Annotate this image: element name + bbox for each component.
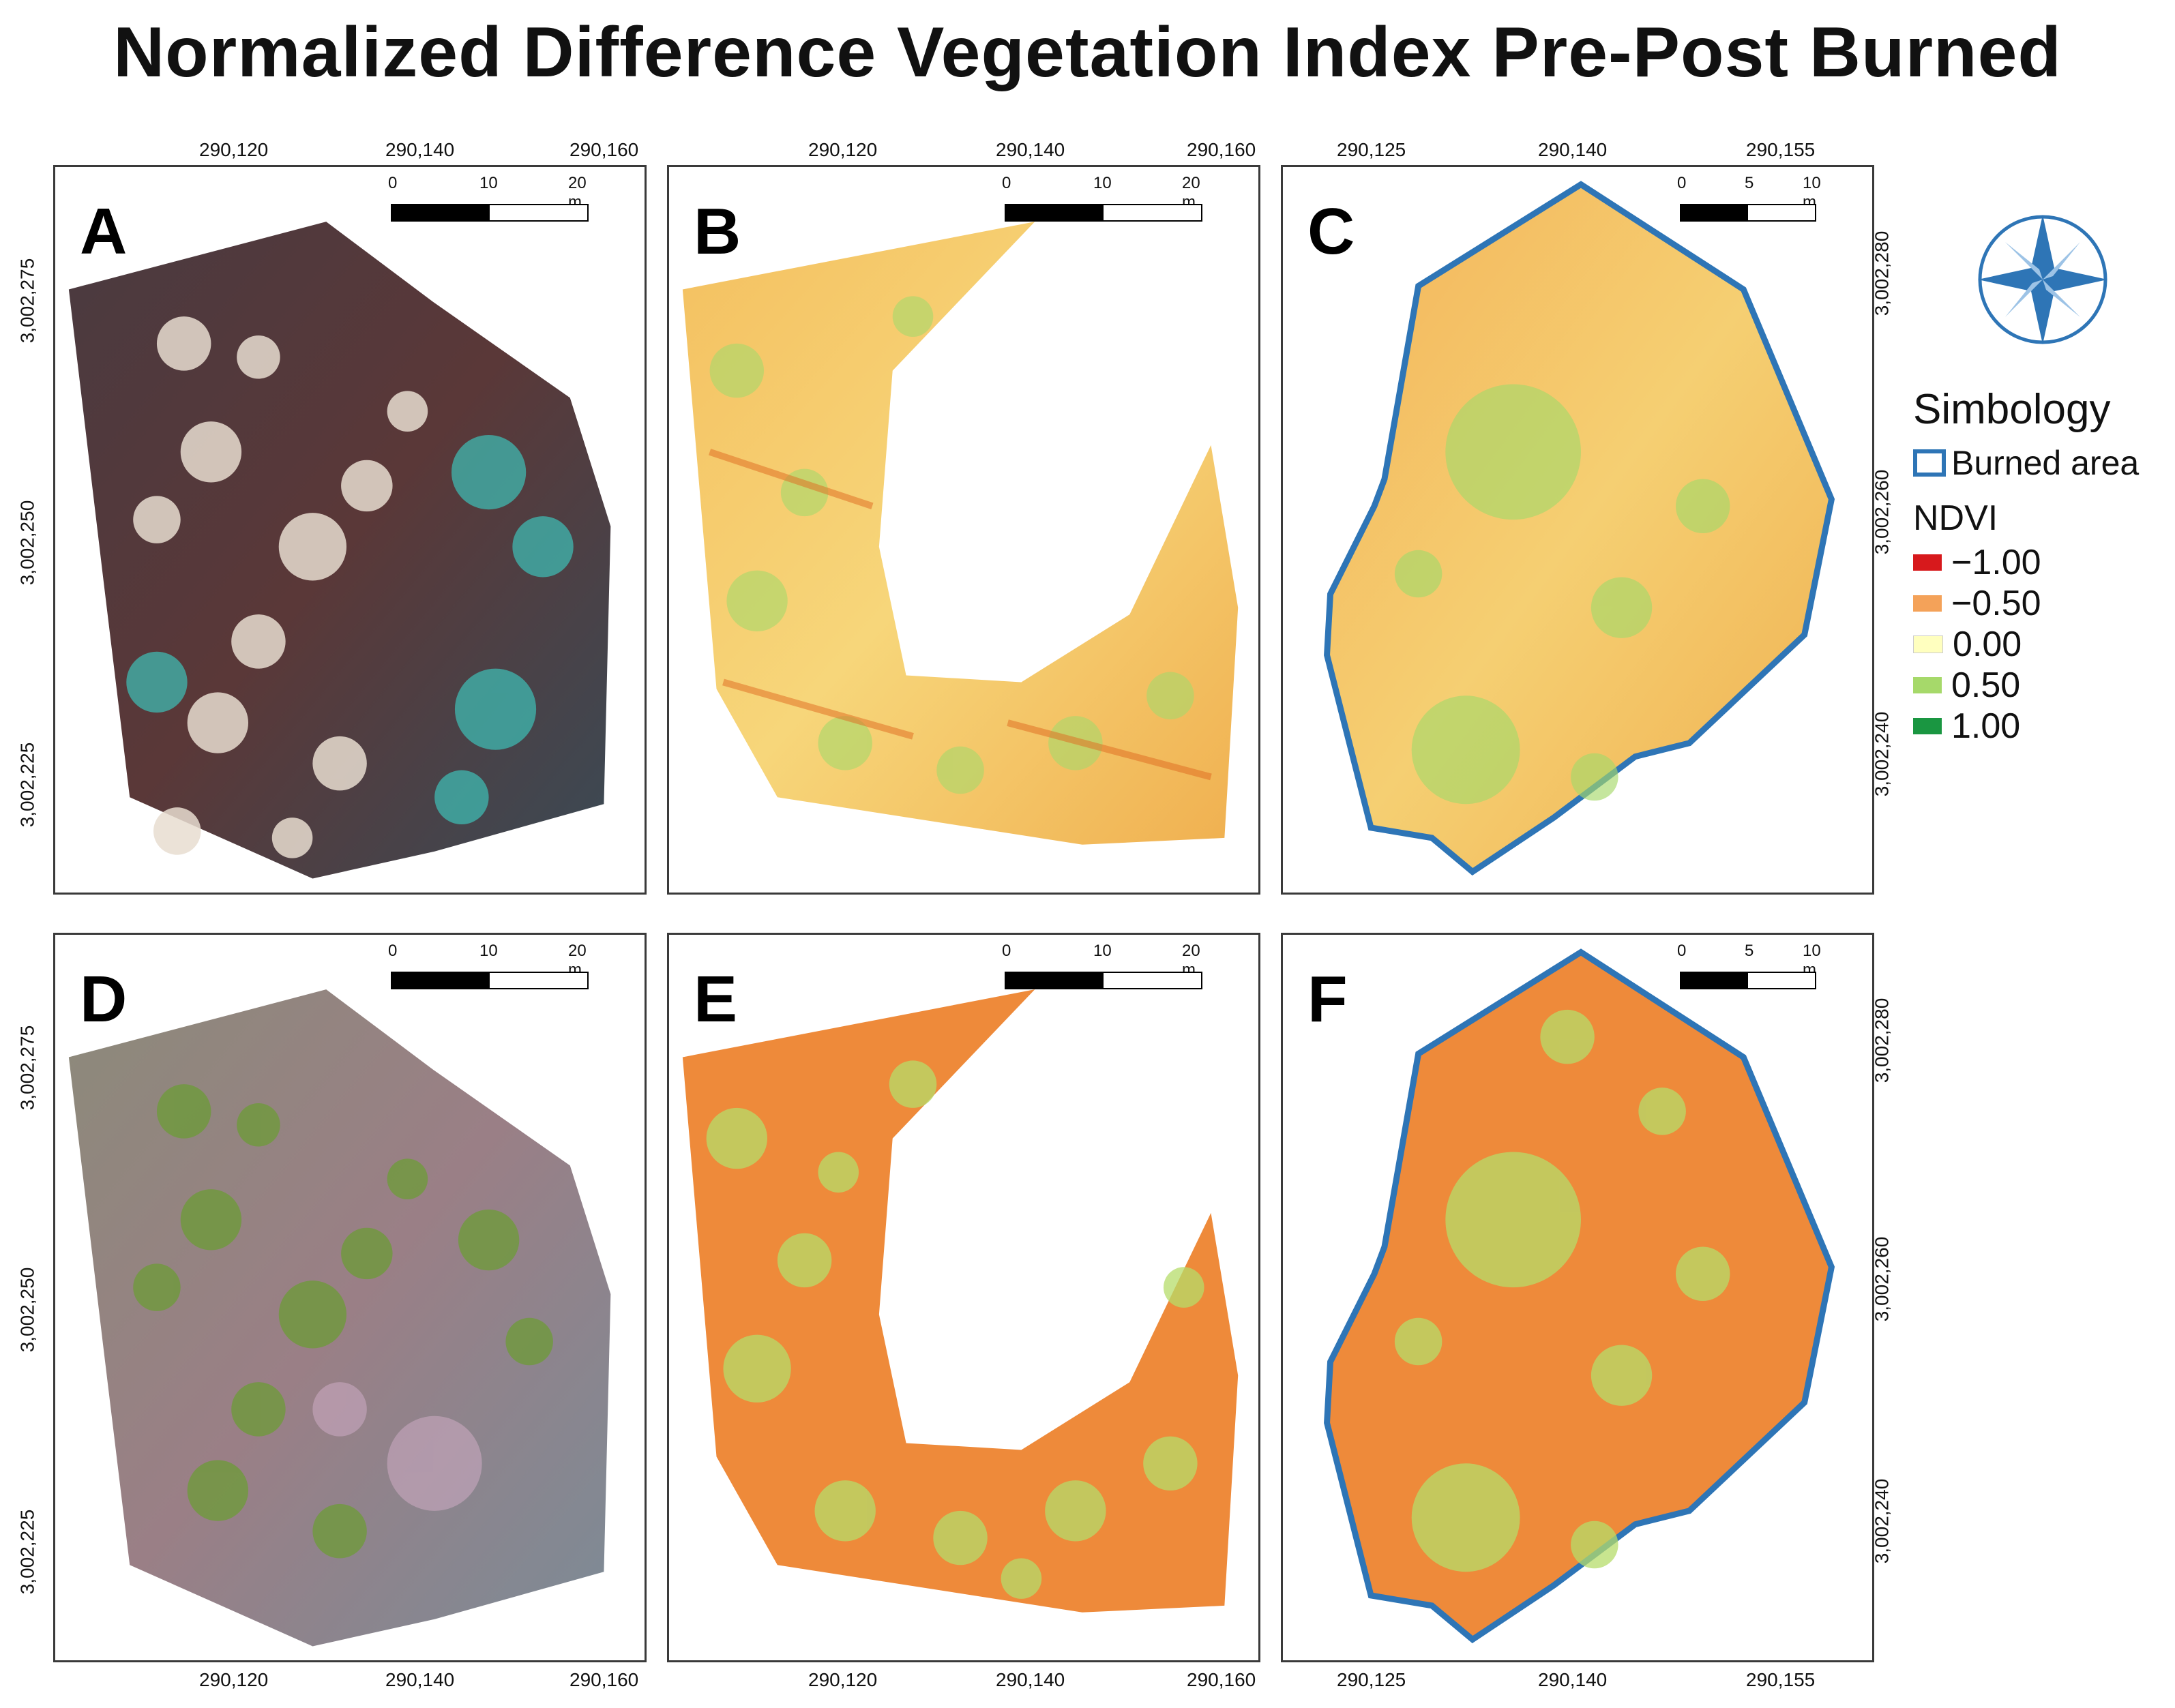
right-tick: 3,002,280	[1871, 230, 1893, 316]
right-tick: 3,002,240	[1871, 1478, 1893, 1564]
panel-a-rgb-pre: A 0 10 20 m	[53, 165, 647, 895]
left-tick: 3,002,250	[16, 1267, 38, 1353]
bottom-tick: 290,160	[1187, 1669, 1256, 1690]
legend-burned-area: Burned area	[1913, 443, 2139, 483]
legend-item: 0.50	[1913, 665, 2020, 706]
left-tick: 3,002,275	[16, 1025, 38, 1111]
ndvi-post-image	[682, 989, 1239, 1613]
panel-label: C	[1307, 195, 1355, 268]
left-tick: 3,002,275	[16, 258, 38, 344]
top-tick: 290,140	[996, 139, 1065, 160]
rgb-post-image	[68, 989, 611, 1647]
top-tick: 290,155	[1746, 139, 1816, 160]
top-tick: 290,140	[1538, 139, 1608, 160]
bottom-tick: 290,160	[569, 1669, 639, 1690]
panel-b-ndvi-pre: B 0 10 20 m	[667, 165, 1260, 895]
left-tick: 3,002,225	[16, 742, 38, 828]
top-tick: 290,160	[569, 139, 639, 160]
rgb-pre-image	[68, 222, 611, 879]
panel-label: F	[1307, 963, 1348, 1036]
scale-bar: 0 10 20 m	[388, 174, 589, 228]
panel-d-rgb-post: D 0 10 20 m	[53, 933, 647, 1662]
legend-title: Simbology	[1913, 386, 2111, 433]
legend-item: 1.00	[1913, 706, 2020, 747]
panel-e-ndvi-post: E 0 10 20 m	[667, 933, 1260, 1662]
legend-swatch	[1913, 677, 1942, 693]
panel-label: B	[694, 195, 741, 268]
bottom-tick: 290,120	[199, 1669, 269, 1690]
bottom-tick: 290,120	[808, 1669, 878, 1690]
legend-swatch	[1913, 635, 1943, 653]
panel-f-ndvi-burned-post: F 0 5 10 m	[1281, 933, 1874, 1662]
scale-bar: 0 10 20 m	[388, 942, 589, 996]
scale-bar: 0 10 20 m	[1002, 942, 1202, 996]
bottom-tick: 290,155	[1746, 1669, 1816, 1690]
ndvi-burned-pre-image	[1324, 181, 1835, 876]
legend-ndvi-title: NDVI	[1913, 498, 1998, 538]
top-tick: 290,125	[1337, 139, 1406, 160]
top-tick: 290,120	[199, 139, 269, 160]
ndvi-pre-image	[682, 222, 1239, 845]
left-tick: 3,002,225	[16, 1509, 38, 1595]
ndvi-burned-post-image	[1324, 948, 1835, 1644]
right-tick: 3,002,260	[1871, 469, 1893, 555]
burned-area-label: Burned area	[1951, 444, 2140, 482]
map-title: Normalized Difference Vegetation Index P…	[113, 13, 2062, 92]
scale-bar: 0 5 10 m	[1677, 942, 1821, 996]
top-tick: 290,120	[808, 139, 878, 160]
legend-item: 0.00	[1913, 624, 2022, 665]
burned-area-swatch	[1913, 449, 1946, 477]
panel-label: A	[80, 195, 128, 268]
left-tick: 3,002,250	[16, 500, 38, 586]
compass-rose-icon	[1978, 215, 2107, 344]
panel-label: D	[80, 963, 128, 1036]
top-tick: 290,140	[385, 139, 455, 160]
legend-swatch	[1913, 554, 1942, 571]
legend-swatch	[1913, 595, 1942, 612]
bottom-tick: 290,125	[1337, 1669, 1406, 1690]
legend-item: −0.50	[1913, 583, 2041, 624]
top-tick: 290,160	[1187, 139, 1256, 160]
bottom-tick: 290,140	[385, 1669, 455, 1690]
right-tick: 3,002,280	[1871, 998, 1893, 1083]
legend-swatch	[1913, 718, 1942, 734]
scale-bar: 0 10 20 m	[1002, 174, 1202, 228]
panel-c-ndvi-burned-pre: C 0 5 10 m	[1281, 165, 1874, 895]
scale-bar: 0 5 10 m	[1677, 174, 1821, 228]
right-tick: 3,002,240	[1871, 711, 1893, 797]
bottom-tick: 290,140	[996, 1669, 1065, 1690]
panel-label: E	[694, 963, 738, 1036]
legend-item: −1.00	[1913, 542, 2041, 583]
right-tick: 3,002,260	[1871, 1236, 1893, 1322]
bottom-tick: 290,140	[1538, 1669, 1608, 1690]
